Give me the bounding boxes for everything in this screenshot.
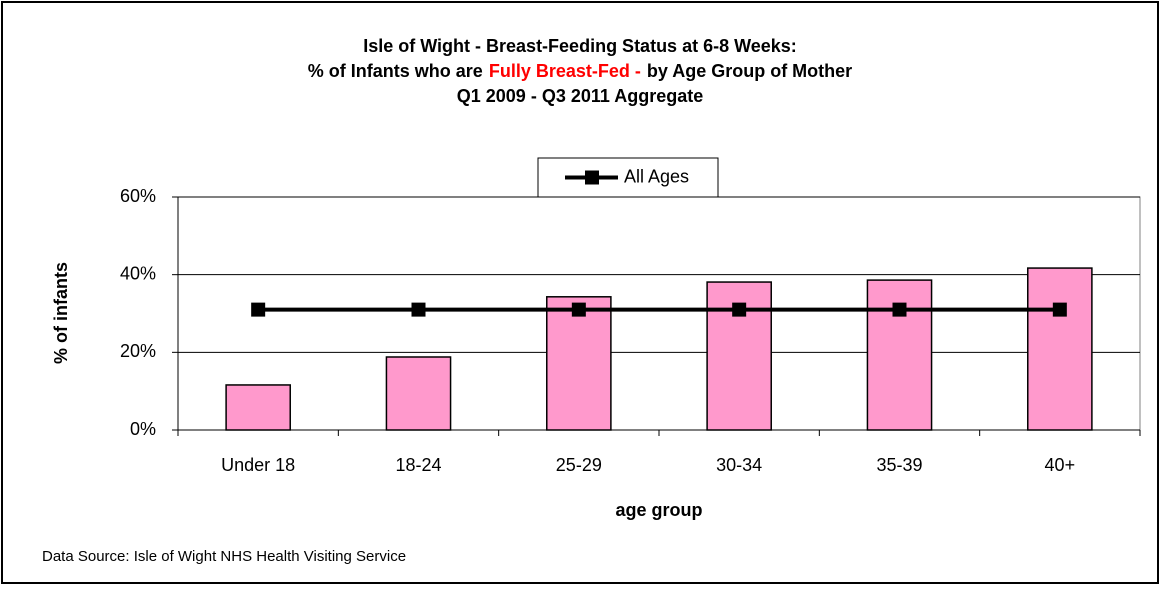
title-line: % of Infants who are Fully Breast-Fed - by… bbox=[308, 61, 852, 81]
marker bbox=[251, 302, 266, 317]
x-tick-label: 35-39 bbox=[876, 455, 922, 475]
marker bbox=[892, 302, 907, 317]
title-line: Isle of Wight - Breast-Feeding Status at… bbox=[363, 36, 797, 56]
bar bbox=[1027, 267, 1093, 431]
source-note: Data Source: Isle of Wight NHS Health Vi… bbox=[42, 548, 406, 565]
x-tick-label: 25-29 bbox=[556, 455, 602, 475]
title-highlight: Fully Breast-Fed - bbox=[489, 61, 641, 81]
marker bbox=[411, 302, 426, 317]
x-axis-label: age group bbox=[615, 500, 702, 520]
x-tick-label: 40+ bbox=[1045, 455, 1076, 475]
marker bbox=[1052, 302, 1067, 317]
x-tick-label: 18-24 bbox=[395, 455, 441, 475]
title-part: % of Infants who are bbox=[308, 61, 483, 81]
marker bbox=[732, 302, 747, 317]
bar bbox=[385, 356, 452, 431]
legend-label: All Ages bbox=[624, 166, 689, 186]
marker bbox=[571, 302, 586, 317]
y-tick-label: 60% bbox=[120, 186, 156, 206]
plot-area bbox=[177, 196, 1141, 431]
y-axis-label: % of infants bbox=[51, 262, 71, 364]
bar bbox=[866, 279, 933, 431]
x-tick-label: Under 18 bbox=[221, 455, 295, 475]
title-line: Q1 2009 - Q3 2011 Aggregate bbox=[457, 86, 703, 106]
bar bbox=[225, 384, 291, 431]
title-part: by Age Group of Mother bbox=[647, 61, 852, 81]
legend-marker bbox=[585, 170, 599, 185]
y-tick-label: 40% bbox=[120, 263, 156, 283]
y-tick-label: 20% bbox=[120, 341, 156, 361]
y-tick-label: 0% bbox=[130, 419, 156, 439]
bar bbox=[546, 296, 612, 431]
x-tick-label: 30-34 bbox=[716, 455, 762, 475]
